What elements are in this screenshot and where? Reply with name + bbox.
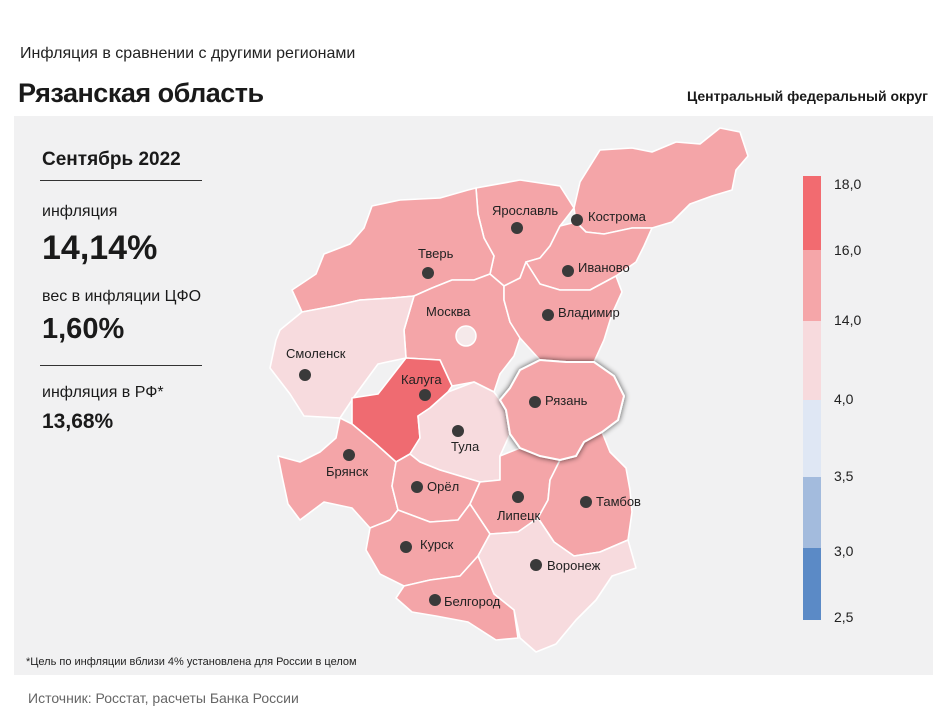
city-marker-moskva	[455, 325, 477, 347]
region-ryazan-highlight	[498, 358, 626, 462]
rf-inflation-value: 13,68%	[42, 410, 114, 433]
divider-top	[40, 180, 202, 181]
chart-subtitle: Инфляция в сравнении с другими регионами	[20, 45, 356, 62]
city-label-kursk: Курск	[420, 537, 454, 552]
legend-band-16-18	[803, 176, 821, 250]
city-label-moskva: Москва	[426, 304, 471, 319]
city-label-kostroma: Кострома	[588, 209, 647, 224]
legend-band-4-14	[803, 321, 821, 400]
region-smolensk	[269, 295, 415, 419]
period-label: Сентябрь 2022	[42, 149, 181, 170]
legend-band-14-16	[803, 250, 821, 321]
city-label-lipetsk: Липецк	[497, 508, 541, 523]
city-label-voronezh: Воронеж	[547, 558, 601, 573]
city-marker-tula	[452, 425, 464, 437]
city-label-belgorod: Белгород	[444, 594, 501, 609]
legend-tick-2.5: 2,5	[834, 609, 854, 625]
city-label-yaroslavl: Ярославль	[492, 203, 558, 218]
inflation-value: 14,14%	[42, 229, 158, 267]
city-marker-vladimir	[542, 309, 554, 321]
city-marker-yaroslavl	[511, 222, 523, 234]
city-label-ivanovo: Иваново	[578, 260, 630, 275]
legend-band-2.5-3	[803, 548, 821, 620]
city-marker-kostroma	[571, 214, 583, 226]
district-name: Центральный федеральный округ	[686, 88, 928, 104]
city-label-ryazan: Рязань	[545, 393, 588, 408]
city-label-oryol: Орёл	[427, 479, 459, 494]
color-scale-legend: 18,0 16,0 14,0 4,0 3,5 3,0 2,5	[803, 176, 861, 625]
city-marker-tver	[422, 267, 434, 279]
legend-tick-14: 14,0	[834, 312, 861, 328]
city-label-tambov: Тамбов	[596, 494, 641, 509]
legend-band-3-3.5	[803, 477, 821, 548]
city-marker-voronezh	[530, 559, 542, 571]
weight-value: 1,60%	[42, 313, 125, 345]
legend-tick-16: 16,0	[834, 242, 861, 258]
inflation-label: инфляция	[42, 203, 118, 220]
legend-tick-3.5: 3,5	[834, 468, 854, 484]
region-title: Рязанская область	[18, 78, 264, 108]
city-marker-oryol	[411, 481, 423, 493]
city-label-bryansk: Брянск	[326, 464, 368, 479]
divider-bottom	[40, 365, 202, 366]
city-marker-kaluga	[419, 389, 431, 401]
city-label-smolensk: Смоленск	[286, 346, 346, 361]
city-label-vladimir: Владимир	[558, 305, 620, 320]
city-label-kaluga: Калуга	[401, 372, 442, 387]
rf-inflation-label: инфляция в РФ*	[42, 384, 164, 401]
footnote: *Цель по инфляции вблизи 4% установлена …	[26, 656, 357, 668]
city-marker-lipetsk	[512, 491, 524, 503]
city-label-tula: Тула	[451, 439, 480, 454]
region-vladimir	[503, 261, 623, 363]
city-marker-ryazan	[529, 396, 541, 408]
city-marker-bryansk	[343, 449, 355, 461]
legend-tick-3: 3,0	[834, 543, 854, 559]
region-belgorod	[395, 555, 519, 641]
city-marker-belgorod	[429, 594, 441, 606]
city-marker-smolensk	[299, 369, 311, 381]
legend-tick-18: 18,0	[834, 176, 861, 192]
weight-label: вес в инфляции ЦФО	[42, 288, 202, 305]
legend-band-3.5-4	[803, 400, 821, 477]
legend-tick-4: 4,0	[834, 391, 854, 407]
city-marker-kursk	[400, 541, 412, 553]
source-note: Источник: Росстат, расчеты Банка России	[28, 690, 299, 706]
city-label-tver: Тверь	[418, 246, 454, 261]
city-marker-ivanovo	[562, 265, 574, 277]
city-marker-tambov	[580, 496, 592, 508]
